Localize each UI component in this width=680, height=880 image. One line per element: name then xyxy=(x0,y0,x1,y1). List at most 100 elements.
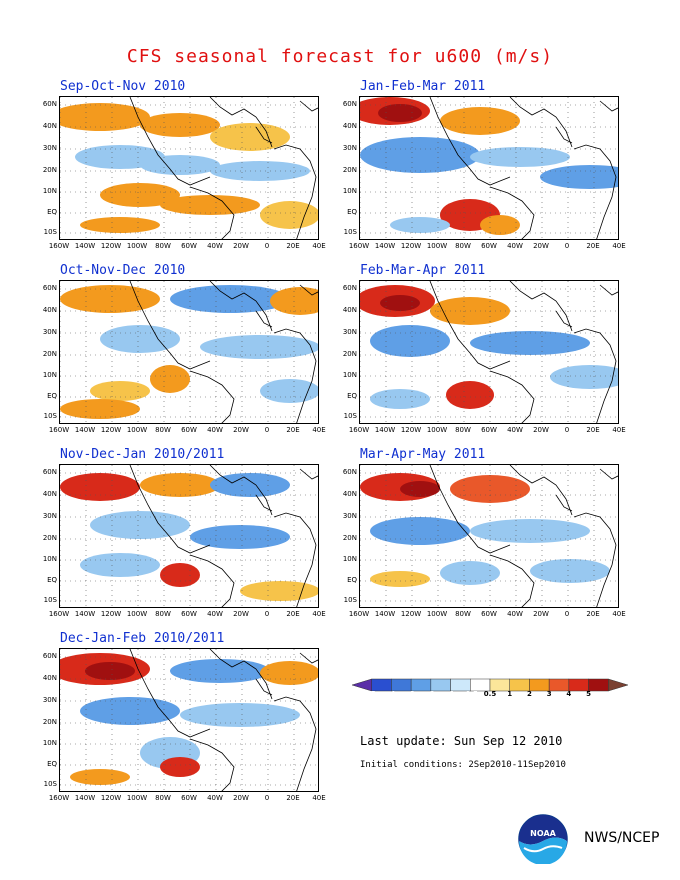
colorbar-label: 2 xyxy=(526,690,532,698)
y-axis-label: 10N xyxy=(42,739,57,747)
x-axis-label: 60W xyxy=(181,610,197,618)
x-axis-label: 20E xyxy=(586,242,600,250)
x-axis-label: 120W xyxy=(100,610,122,618)
x-axis-label: 140W xyxy=(374,426,396,434)
x-axis-label: 100W xyxy=(426,242,448,250)
x-axis-label: 0 xyxy=(264,610,270,618)
y-axis-label: 60N xyxy=(342,284,357,292)
map-panel-7 xyxy=(59,648,319,792)
map-panel-1-svg xyxy=(60,97,318,239)
colorbar-label: -5 xyxy=(367,690,376,698)
x-axis-label: 160W xyxy=(48,242,70,250)
x-axis-label: 0 xyxy=(264,794,270,802)
x-axis-label: 0 xyxy=(264,426,270,434)
x-axis-label: 40W xyxy=(507,426,523,434)
y-axis-label: 30N xyxy=(342,144,357,152)
x-axis-label: 40E xyxy=(612,242,626,250)
x-axis-label: 60W xyxy=(181,794,197,802)
x-axis-label: 100W xyxy=(426,610,448,618)
colorbar-label: -1 xyxy=(446,690,455,698)
y-axis-label: 10S xyxy=(43,228,57,236)
x-axis-label: 40E xyxy=(612,610,626,618)
y-axis-label: EQ xyxy=(47,576,57,584)
y-axis-label: EQ xyxy=(47,760,57,768)
panel-title-3: Oct-Nov-Dec 2010 xyxy=(60,263,186,278)
x-axis-label: 120W xyxy=(100,426,122,434)
y-axis-label: EQ xyxy=(347,576,357,584)
y-axis-label: EQ xyxy=(347,392,357,400)
x-axis-label: 80W xyxy=(455,426,471,434)
x-axis-label: 20E xyxy=(586,610,600,618)
y-axis-label: 40N xyxy=(342,490,357,498)
map-panel-2-svg xyxy=(360,97,618,239)
x-axis-label: 100W xyxy=(126,794,148,802)
x-axis-label: 20E xyxy=(286,794,300,802)
map-panel-5 xyxy=(59,464,319,608)
x-axis-label: 60W xyxy=(181,242,197,250)
x-axis-label: 20E xyxy=(286,610,300,618)
y-axis-label: 10S xyxy=(343,228,357,236)
x-axis-label: 20W xyxy=(233,794,249,802)
x-axis-label: 40W xyxy=(207,610,223,618)
y-axis-label: 20N xyxy=(342,166,357,174)
y-axis-label: 20N xyxy=(42,534,57,542)
y-axis-label: EQ xyxy=(47,208,57,216)
x-axis-label: 120W xyxy=(400,610,422,618)
x-axis-label: 60W xyxy=(181,426,197,434)
panel-title-5: Nov-Dec-Jan 2010/2011 xyxy=(60,447,225,462)
colorbar-label: -4 xyxy=(387,690,396,698)
panel-title-2: Jan-Feb-Mar 2011 xyxy=(360,79,486,94)
x-axis-label: 20E xyxy=(586,426,600,434)
map-panel-6-svg xyxy=(360,465,618,607)
y-axis-label: 10N xyxy=(42,187,57,195)
x-axis-label: 80W xyxy=(155,794,171,802)
map-panel-6 xyxy=(359,464,619,608)
x-axis-label: 40E xyxy=(312,426,326,434)
x-axis-label: 60W xyxy=(481,610,497,618)
y-axis-label: 10N xyxy=(42,371,57,379)
x-axis-label: 20W xyxy=(233,242,249,250)
y-axis-label: 20N xyxy=(42,350,57,358)
map-panel-7-svg xyxy=(60,649,318,791)
x-axis-label: 80W xyxy=(155,242,171,250)
map-panel-4-svg xyxy=(360,281,618,423)
agency-label: NWS/NCEP xyxy=(584,830,660,846)
colorbar-label: 0.5 xyxy=(483,690,497,698)
x-axis-label: 100W xyxy=(426,426,448,434)
y-axis-label: 10N xyxy=(342,555,357,563)
y-axis-label: 30N xyxy=(342,512,357,520)
x-axis-label: 140W xyxy=(374,610,396,618)
colorbar-label: 4 xyxy=(566,690,572,698)
x-axis-label: 0 xyxy=(564,426,570,434)
colorbar xyxy=(352,678,628,692)
x-axis-label: 20E xyxy=(286,426,300,434)
panel-title-7: Dec-Jan-Feb 2010/2011 xyxy=(60,631,225,646)
panel-title-1: Sep-Oct-Nov 2010 xyxy=(60,79,186,94)
x-axis-label: 20W xyxy=(533,242,549,250)
y-axis-label: 30N xyxy=(42,328,57,336)
x-axis-label: 80W xyxy=(155,426,171,434)
y-axis-label: EQ xyxy=(347,208,357,216)
x-axis-label: 20W xyxy=(233,426,249,434)
map-panel-4 xyxy=(359,280,619,424)
y-axis-label: 10S xyxy=(43,412,57,420)
colorbar-label: 1 xyxy=(507,690,513,698)
logo-text: NOAA xyxy=(530,829,556,838)
initial-conditions-text: Initial conditions: 2Sep2010-11Sep2010 xyxy=(360,760,566,770)
x-axis-label: 80W xyxy=(455,242,471,250)
x-axis-label: 120W xyxy=(100,794,122,802)
x-axis-label: 20W xyxy=(533,426,549,434)
map-panel-3-svg xyxy=(60,281,318,423)
x-axis-label: 160W xyxy=(48,426,70,434)
y-axis-label: 30N xyxy=(42,512,57,520)
y-axis-label: 20N xyxy=(342,350,357,358)
y-axis-label: 40N xyxy=(342,306,357,314)
y-axis-label: 20N xyxy=(42,718,57,726)
x-axis-label: 40E xyxy=(312,610,326,618)
y-axis-label: 60N xyxy=(42,468,57,476)
x-axis-label: 100W xyxy=(126,242,148,250)
y-axis-label: 40N xyxy=(42,122,57,130)
x-axis-label: 0 xyxy=(264,242,270,250)
x-axis-label: 40E xyxy=(612,426,626,434)
x-axis-label: 40W xyxy=(507,610,523,618)
